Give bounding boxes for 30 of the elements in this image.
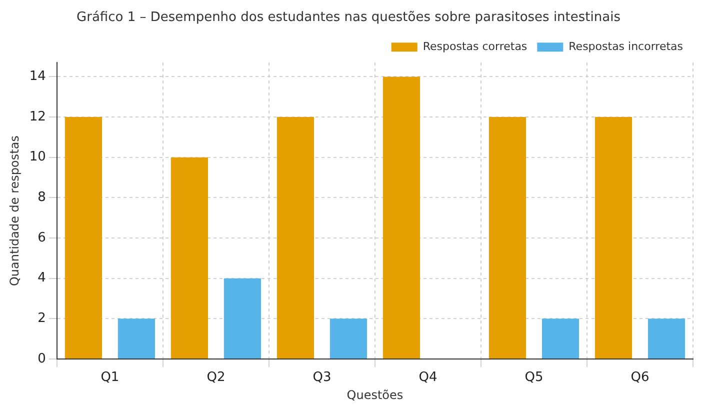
bar: [594, 117, 632, 358]
x-tick-label: Q6: [630, 370, 650, 386]
x-tick-label: Q3: [312, 370, 332, 386]
bar: [488, 117, 526, 358]
y-tick-label: 14: [29, 69, 46, 84]
x-tick-label: Q2: [206, 370, 226, 386]
y-tick-label: 6: [38, 230, 46, 246]
bar: [224, 278, 262, 358]
bar: [118, 318, 155, 358]
bar: [64, 117, 102, 358]
bar: [276, 117, 314, 358]
bar: [542, 318, 580, 358]
x-tick-label: Q5: [524, 370, 544, 386]
y-tick-label: 4: [38, 270, 46, 286]
x-tick-label: Q4: [418, 370, 438, 386]
bar: [170, 157, 208, 358]
y-tick-label: 2: [38, 311, 46, 326]
x-tick-label: Q1: [100, 370, 120, 386]
chart-title: Gráfico 1 – Desempenho dos estudantes nas questões sobre parasitoses intestinais: [76, 10, 621, 26]
y-tick-label: 10: [29, 150, 46, 165]
legend-label: Respostas corretas: [422, 40, 528, 53]
bar: [330, 318, 368, 358]
y-tick-label: 0: [38, 351, 46, 366]
y-axis-title: Quantidade de respostas: [7, 136, 22, 286]
bar: [648, 318, 686, 358]
legend-label: Respostas incorretas: [568, 40, 684, 53]
bar: [382, 76, 420, 358]
y-tick-label: 8: [38, 190, 46, 206]
y-tick-label: 12: [29, 109, 46, 124]
x-axis-title: Questões: [346, 388, 404, 402]
